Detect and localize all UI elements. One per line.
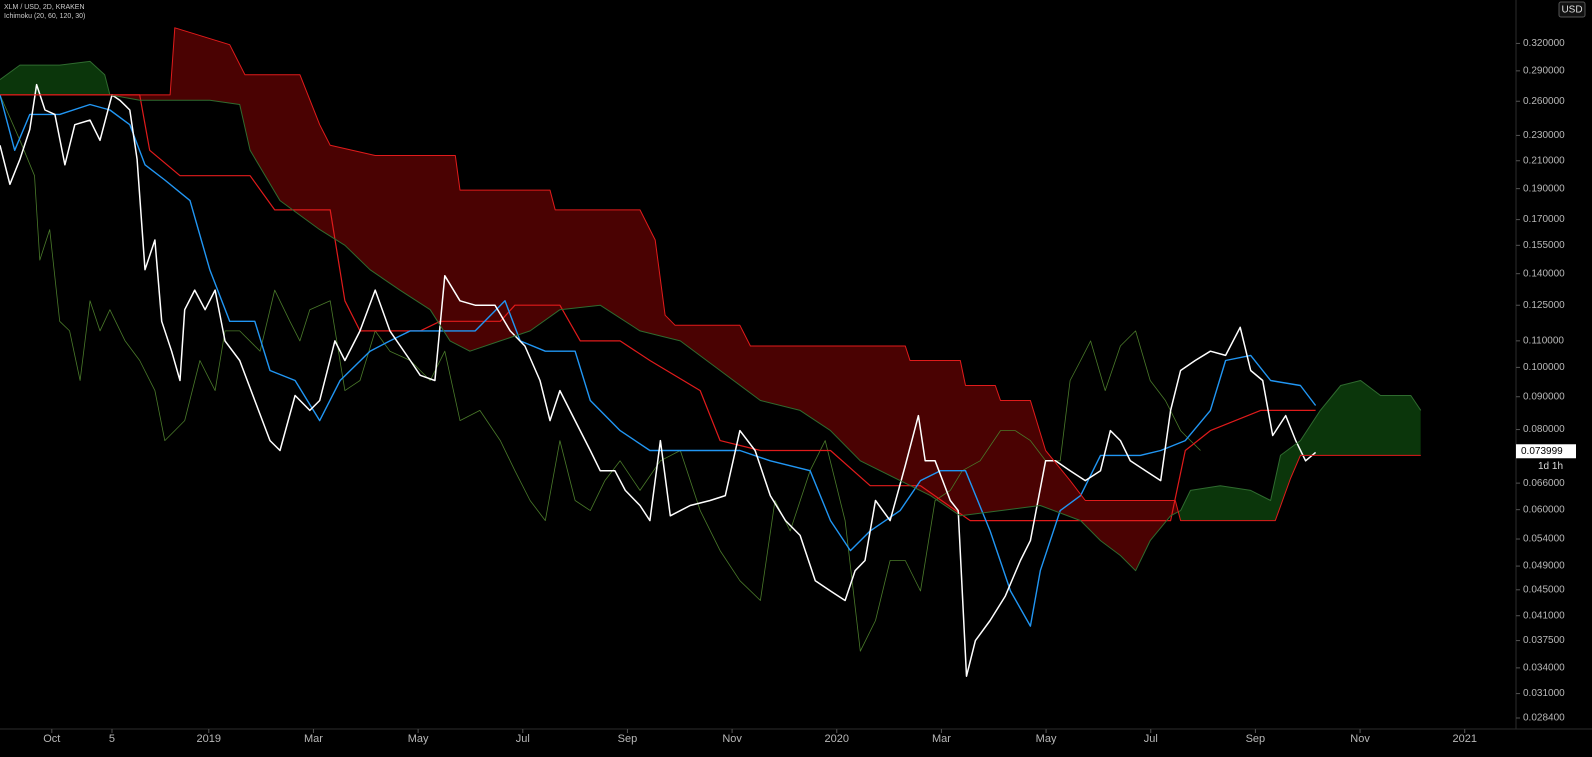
- x-tick-label: 5: [109, 733, 115, 745]
- x-tick-label: Jul: [1144, 733, 1158, 745]
- y-tick-label: 0.034000: [1523, 663, 1565, 674]
- currency-label[interactable]: USD: [1561, 5, 1582, 16]
- currency-badge[interactable]: [1558, 1, 1586, 18]
- x-tick-label: Mar: [304, 733, 323, 745]
- indicator-label: Ichimoku (20, 60, 120, 30): [4, 13, 85, 20]
- y-tick-label: 0.290000: [1523, 65, 1565, 76]
- y-tick-label: 0.190000: [1523, 183, 1565, 194]
- y-tick-label: 0.054000: [1523, 534, 1565, 545]
- y-tick-label: 0.031000: [1523, 688, 1565, 699]
- line: [0, 27, 1421, 522]
- y-tick-label: 0.110000: [1523, 335, 1564, 346]
- x-tick-label: Nov: [1350, 733, 1370, 745]
- x-tick-label: 2020: [825, 733, 849, 745]
- x-tick-label: Sep: [1246, 733, 1266, 745]
- last-price-label: 0.073999: [1521, 446, 1563, 457]
- x-tick-label: May: [408, 733, 429, 745]
- line: [0, 94, 1201, 652]
- y-tick-label: 0.028400: [1523, 713, 1565, 724]
- countdown-box: [1534, 459, 1574, 474]
- x-tick-label: Mar: [932, 733, 951, 745]
- x-tick-label: Nov: [722, 733, 742, 745]
- cloud-fill: [0, 27, 1421, 571]
- y-tick-label: 0.090000: [1523, 391, 1565, 402]
- y-tick-label: 0.140000: [1523, 268, 1565, 279]
- chart-title: XLM / USD, 2D, KRAKEN: [4, 4, 85, 11]
- y-tick-label: 0.049000: [1523, 561, 1565, 572]
- plot-area: [0, 27, 1422, 677]
- y-tick-label: 0.100000: [1523, 362, 1565, 373]
- y-tick-label: 0.066000: [1523, 478, 1565, 489]
- y-tick-label: 0.170000: [1523, 214, 1565, 225]
- y-tick-label: 0.320000: [1523, 38, 1565, 49]
- last-price-box: [1516, 444, 1576, 459]
- x-tick-label: 2019: [197, 733, 221, 745]
- y-tick-label: 0.230000: [1523, 130, 1565, 141]
- line: [0, 83, 1317, 677]
- y-tick-label: 0.041000: [1523, 610, 1565, 621]
- y-tick-label: 0.045000: [1523, 584, 1565, 595]
- y-tick-label: 0.260000: [1523, 96, 1565, 107]
- line: [0, 94, 1316, 522]
- countdown-label: 1d 1h: [1538, 461, 1563, 472]
- y-tick-label: 0.155000: [1523, 240, 1565, 251]
- x-tick-label: 2021: [1452, 733, 1476, 745]
- y-tick-label: 0.210000: [1523, 155, 1565, 166]
- line: [0, 94, 1317, 627]
- x-tick-label: Sep: [618, 733, 638, 745]
- line: [0, 60, 1422, 572]
- x-tick-label: Oct: [43, 733, 60, 745]
- x-tick-label: Jul: [516, 733, 530, 745]
- y-tick-label: 0.080000: [1523, 424, 1565, 435]
- x-tick-label: May: [1036, 733, 1057, 745]
- y-tick-label: 0.037500: [1523, 635, 1565, 646]
- y-tick-label: 0.060000: [1523, 504, 1565, 515]
- y-tick-label: 0.125000: [1523, 300, 1565, 311]
